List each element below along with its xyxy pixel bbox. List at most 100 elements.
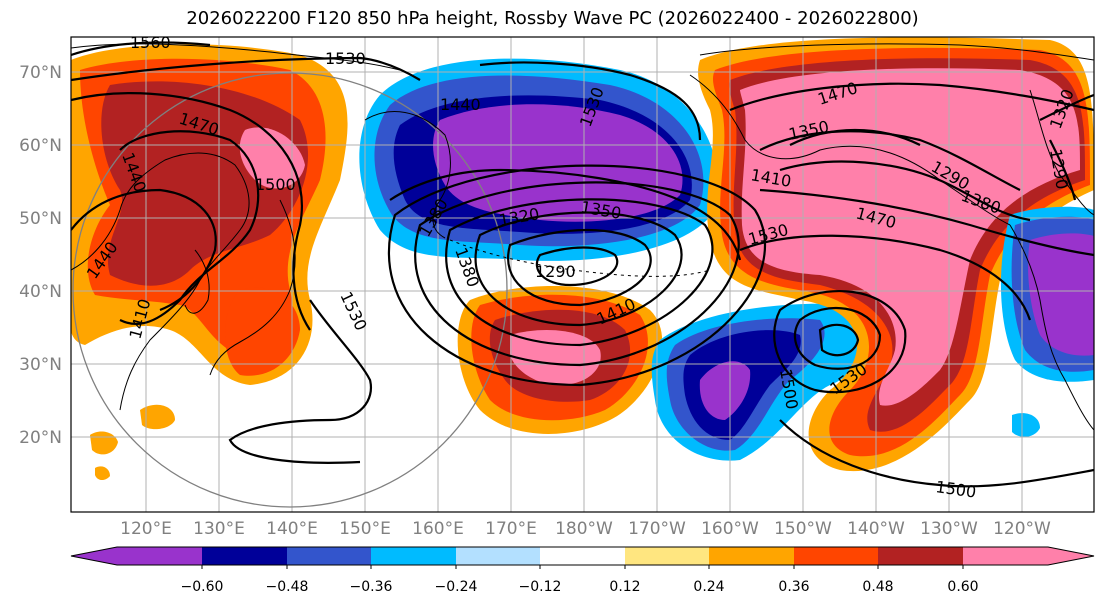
colorbar-swatch xyxy=(878,547,963,565)
map-frame xyxy=(70,36,1095,513)
colorbar-tick-label: −0.48 xyxy=(266,579,309,595)
lon-label: 120°W xyxy=(993,519,1051,539)
colorbar-outline xyxy=(70,546,1095,566)
contour-1320-northeast xyxy=(1039,93,1094,121)
lat-label: 40°N xyxy=(19,282,62,302)
colorbar-tick-label: −0.12 xyxy=(519,579,562,595)
contour-1530-central xyxy=(479,61,702,141)
height-contours xyxy=(71,41,1094,488)
positive-anomaly-south-core xyxy=(510,330,601,385)
lon-label: 170°E xyxy=(485,519,537,539)
contour-1410-northeast xyxy=(759,130,1021,191)
coastline-canada-west xyxy=(1029,89,1094,216)
contour-ring-6 xyxy=(388,164,767,387)
coastline-japan xyxy=(209,199,296,376)
coastline-arctic-north-america xyxy=(699,43,1094,61)
colorbar-swatch xyxy=(287,547,371,565)
lon-label: 150°W xyxy=(774,519,832,539)
colorbar-ticks: −0.60 −0.48 −0.36 −0.24 −0.12 0.12 0.24 … xyxy=(181,579,979,595)
coastline-aleutian-arc xyxy=(449,239,711,277)
colorbar-tick-label: 0.12 xyxy=(609,579,640,595)
contour-1470-west xyxy=(71,92,311,331)
lat-label: 60°N xyxy=(19,136,62,156)
positive-anomaly-japan xyxy=(225,287,300,376)
contour-cutoff-outer xyxy=(773,290,907,394)
contour-1530-north xyxy=(71,56,421,82)
lon-label: 130°W xyxy=(920,519,978,539)
colorbar-tick-label: 0.60 xyxy=(947,579,978,595)
coastline-alaska xyxy=(689,74,1011,226)
contour-1440-northeast xyxy=(729,82,1094,112)
lat-label: 50°N xyxy=(19,209,62,229)
contour-1470-northeast xyxy=(759,188,1094,257)
coastline-east-asia xyxy=(71,152,250,411)
contour-cutoff-inner xyxy=(818,323,860,357)
contour-1410-west xyxy=(71,188,217,312)
contour-1380-northeast xyxy=(779,160,1031,222)
contour-label: 1500 xyxy=(255,175,296,194)
contour-1350-northeast xyxy=(789,128,921,146)
contour-label: 1560 xyxy=(130,33,171,52)
contour-label: 1530 xyxy=(325,49,366,68)
lat-label: 20°N xyxy=(19,428,62,448)
positive-anomaly-south-china-sea xyxy=(140,404,175,430)
lon-label: 160°E xyxy=(412,519,464,539)
anomaly-shading xyxy=(71,37,1094,481)
contour-ring-3 xyxy=(474,211,683,327)
lon-label: 150°E xyxy=(339,519,391,539)
colorbar-tick-label: 0.24 xyxy=(693,579,724,595)
contour-1440-west xyxy=(119,130,260,325)
colorbar-extend-low xyxy=(71,547,117,565)
negative-anomaly-subtropical-core xyxy=(699,361,751,420)
contour-ring-2 xyxy=(507,228,652,307)
colorbar-swatch xyxy=(963,547,1048,565)
colorbar-swatch xyxy=(371,547,456,565)
colorbar-swatch xyxy=(709,547,794,565)
lon-label: 140°E xyxy=(266,519,318,539)
contour-1500-trough xyxy=(389,168,742,261)
contour-label: 1440 xyxy=(440,95,481,114)
negative-anomaly-north-core xyxy=(433,104,683,222)
lon-label: 180°W xyxy=(555,519,613,539)
lon-label: 140°W xyxy=(847,519,905,539)
contour-cutoff-mid xyxy=(793,306,882,370)
contour-1290-northeast xyxy=(1049,139,1077,201)
contour-1560 xyxy=(71,41,211,57)
colorbar-swatch xyxy=(794,547,878,565)
positive-anomaly-northeast-core xyxy=(740,68,1080,406)
positive-anomaly-west-core xyxy=(239,127,305,189)
colorbar-swatch xyxy=(625,547,709,565)
colorbar-tick-label: 0.48 xyxy=(862,579,893,595)
colorbar-tick-label: −0.36 xyxy=(350,579,393,595)
range-circle xyxy=(72,72,508,508)
latitude-labels: 70°N 60°N 50°N 40°N 30°N 20°N xyxy=(19,63,62,448)
contour-1500-southeast xyxy=(779,419,1094,488)
contour-ring-4 xyxy=(445,198,714,347)
colorbar-swatch xyxy=(202,547,287,565)
contour-ring-1 xyxy=(535,246,619,287)
lon-label: 170°W xyxy=(628,519,686,539)
lon-label: 160°W xyxy=(701,519,759,539)
coastline-kamchatka xyxy=(364,111,451,239)
lon-label: 130°E xyxy=(193,519,245,539)
longitude-labels: 120°E 130°E 140°E 150°E 160°E 170°E 180°… xyxy=(120,519,1051,539)
colorbar-swatch xyxy=(540,547,625,565)
colorbar-tick-label: 0.36 xyxy=(778,579,809,595)
colorbar-swatch xyxy=(456,547,540,565)
negative-anomaly-hawaii xyxy=(1012,413,1040,437)
contour-1530-northeast xyxy=(739,234,1032,321)
contour-ring-5 xyxy=(414,181,740,367)
lat-label: 70°N xyxy=(19,63,62,83)
contour-1530-west xyxy=(228,299,373,464)
positive-anomaly-small-island xyxy=(95,466,110,481)
lon-label: 120°E xyxy=(120,519,172,539)
coastline-north-america xyxy=(1009,224,1094,431)
colorbar-extend-high xyxy=(1048,547,1094,565)
colorbar-swatch xyxy=(117,547,202,565)
map-title: 2026022200 F120 850 hPa height, Rossby W… xyxy=(186,8,919,29)
colorbar xyxy=(70,546,1095,569)
coastline-korea xyxy=(184,249,210,314)
contour-label: 1290 xyxy=(535,262,576,281)
colorbar-tick-label: −0.60 xyxy=(181,579,224,595)
